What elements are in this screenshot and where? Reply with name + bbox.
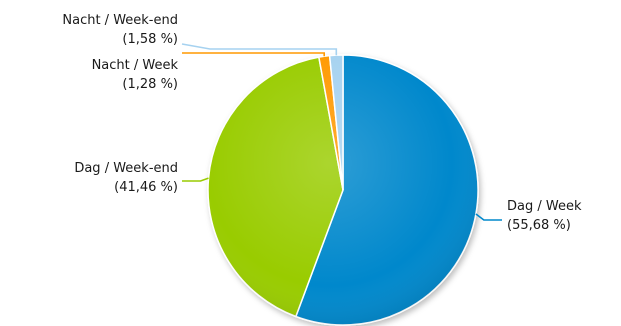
leader-lines [181,43,502,221]
pie-shading [208,55,478,325]
slice-value-label: (1,28 %) [122,77,178,92]
slice-label: Nacht / Week-end [62,13,178,28]
leader-line-nacht-week [182,52,326,57]
slice-labels: Dag / Week (55,68 %) Dag / Week-end (41,46 … [62,13,582,233]
slice-value-label: (55,68 %) [507,218,571,233]
leader-line-dag-week-end [182,177,209,182]
slice-label: Dag / Week-end [74,161,178,176]
leader-line-dag-week [475,213,502,221]
slice-label: Dag / Week [507,199,582,214]
leader-line-nacht-week-end [181,43,338,56]
slice-label: Nacht / Week [92,58,179,73]
slice-value-label: (41,46 %) [114,180,178,195]
slice-value-label: (1,58 %) [122,32,178,47]
